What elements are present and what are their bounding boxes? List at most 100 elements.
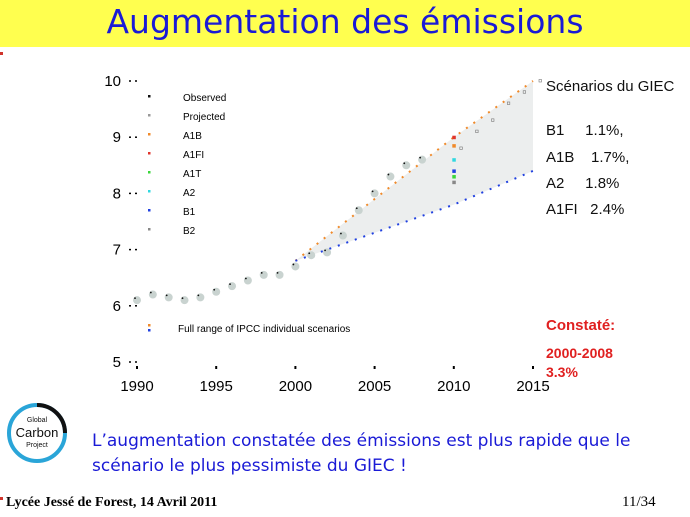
- legend-marker: [148, 133, 151, 136]
- observed-point: [148, 290, 157, 299]
- x-tick-label: 2000: [279, 378, 312, 395]
- scenario-2010-point: [452, 135, 456, 140]
- observed-point: [291, 262, 300, 271]
- x-tick-label: 1990: [120, 378, 153, 395]
- y-tick-label: 9: [113, 129, 121, 146]
- projected-point: [522, 90, 526, 94]
- y-tick-label: 6: [113, 298, 121, 315]
- observed-point-dot: [371, 190, 374, 193]
- observed-point: [354, 206, 363, 215]
- legend-label: Observed: [183, 93, 226, 104]
- x-tick-label: 2015: [516, 378, 549, 395]
- observed-point-dot: [229, 283, 231, 286]
- legend-marker: [148, 114, 151, 117]
- legend: Observed Projected A1B A1FI A1T A2 B1 B2 Full ra…: [148, 93, 350, 335]
- observed-point-dot: [340, 232, 342, 235]
- x-tick-label: 2010: [437, 378, 470, 395]
- scenarios-title: Scénarios du GIEC: [546, 78, 675, 95]
- slide-title: Augmentation des émissions: [106, 2, 584, 41]
- observed-point: [307, 251, 316, 260]
- observed-title: Constaté:: [546, 317, 616, 334]
- range-legend-marker: [148, 324, 151, 327]
- observed-point-dot: [260, 271, 263, 274]
- legend-marker: [148, 95, 151, 98]
- scenario-2010-point: [452, 144, 456, 148]
- y-tick-label: 7: [113, 242, 121, 259]
- scenario-2010-point: [452, 180, 456, 185]
- legend-label: A1T: [183, 169, 201, 180]
- range-legend-marker: [148, 329, 151, 332]
- range-lower-line: [295, 169, 534, 262]
- observed-point: [228, 282, 237, 291]
- global-carbon-project-logo: Global Carbon Project: [7, 403, 67, 463]
- axes: 5 6 7 8 9 10 1990 1995 2000 2005 2010 2015: [104, 73, 549, 395]
- legend-marker: [148, 228, 151, 231]
- observed-point: [180, 296, 189, 305]
- scenario-b1: B1 1.1%,: [546, 122, 624, 139]
- legend-marker: [148, 209, 151, 212]
- x-tick-label: 2005: [358, 378, 391, 395]
- projected-point: [459, 146, 463, 150]
- y-tick-label: 10: [104, 73, 121, 90]
- legend-label: B2: [183, 226, 196, 237]
- range-legend-label: Full range of IPCC individual scenarios: [178, 324, 350, 335]
- scenario-range-area: [295, 81, 533, 261]
- scenario-a2: A2 1.8%: [546, 175, 620, 192]
- slide-marker: [0, 497, 3, 500]
- projected-point: [538, 79, 542, 83]
- observed-point: [323, 248, 332, 257]
- scenario-2010-point: [452, 169, 456, 173]
- scenario-2010-point: [452, 175, 456, 179]
- page-number: 11/34: [622, 494, 656, 510]
- scenario-a1fi: A1FI 2.4%: [546, 201, 625, 218]
- logo-line1: Global: [27, 417, 48, 424]
- observed-point-dot: [165, 294, 168, 297]
- observed-point-dot: [292, 263, 295, 266]
- title-bar: [0, 0, 690, 47]
- observed-point-dot: [324, 249, 326, 252]
- observed-point: [164, 293, 173, 302]
- observed-point: [212, 287, 221, 296]
- footer-venue: Lycée Jessé de Forest, 14 Avril 2011: [6, 495, 218, 510]
- projected-point: [475, 129, 479, 133]
- observed-point: [386, 172, 395, 181]
- observed-point-dot: [213, 288, 216, 291]
- observed-point-dot: [403, 162, 406, 165]
- logo-line2: Carbon: [16, 425, 59, 440]
- observed-point: [133, 296, 141, 305]
- observed-point: [196, 293, 205, 302]
- observed-point-dot: [181, 297, 184, 300]
- observed-point-dot: [387, 173, 390, 176]
- legend-label: A2: [183, 188, 196, 199]
- data-points: [133, 79, 542, 305]
- legend-label: B1: [183, 207, 196, 218]
- projected-point: [491, 118, 495, 122]
- legend-label: Projected: [183, 112, 225, 123]
- legend-marker: [148, 171, 151, 174]
- scenario-a1b: A1B 1.7%,: [546, 149, 630, 166]
- legend-label: A1FI: [183, 150, 204, 161]
- observed-point-dot: [134, 297, 136, 300]
- projected-point: [507, 101, 511, 105]
- observed-period: 2000-2008: [546, 345, 613, 361]
- observed-point-dot: [308, 252, 311, 255]
- observed-point-dot: [149, 291, 152, 294]
- y-tick-label: 5: [113, 354, 121, 371]
- observed-point: [370, 189, 379, 198]
- y-tick-label: 8: [113, 185, 121, 202]
- slide-marker: [0, 52, 3, 55]
- observed-point: [275, 270, 284, 279]
- legend-marker: [148, 152, 151, 155]
- observed-point: [418, 155, 427, 164]
- observed-rate: 3.3%: [546, 364, 578, 380]
- caption: L’augmentation constatée des émissions e…: [92, 431, 631, 476]
- observed-point-dot: [244, 277, 247, 280]
- legend-label: A1B: [183, 131, 202, 142]
- scenario-2010-point: [452, 158, 456, 162]
- logo-line3: Project: [26, 442, 48, 449]
- x-tick-label: 1995: [200, 378, 233, 395]
- observed-point-dot: [276, 271, 279, 274]
- observed-point: [243, 276, 252, 285]
- legend-marker: [148, 190, 151, 193]
